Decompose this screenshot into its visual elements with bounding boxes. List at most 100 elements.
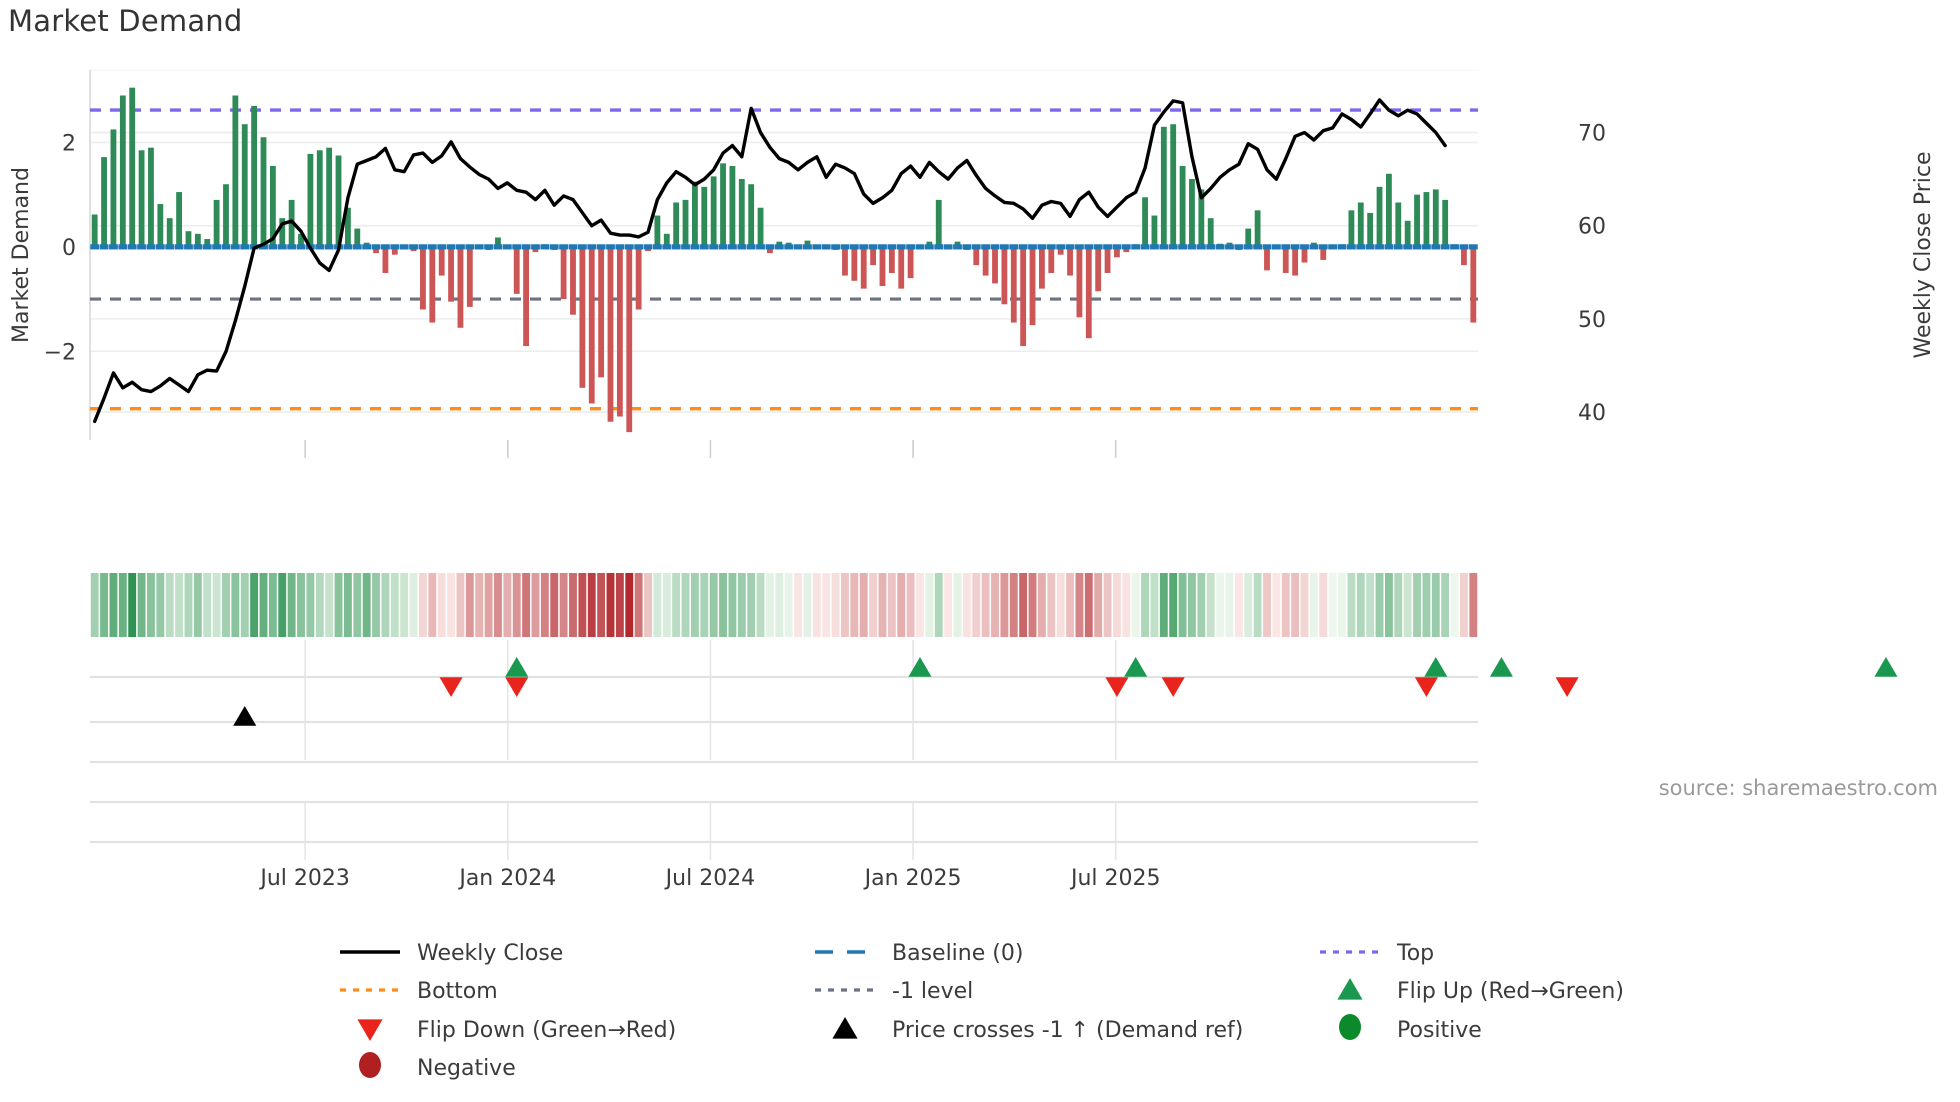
demand-bar (495, 237, 501, 247)
heatmap-cell (203, 573, 212, 637)
heatmap-cell (569, 573, 577, 637)
heatmap-cell (231, 573, 240, 637)
legend-label: Top (1396, 941, 1434, 966)
demand-bar (654, 215, 661, 247)
demand-bar (1142, 197, 1148, 247)
heatmap-cell (1103, 573, 1112, 637)
left-axis-tick: −2 (44, 340, 76, 365)
heatmap-cell (100, 573, 109, 637)
heatmap-cell (906, 573, 915, 637)
demand-bar (598, 246, 605, 378)
heatmap-cell (1459, 573, 1468, 637)
heatmap-cell (475, 573, 484, 637)
legend-item: Weekly Close (340, 941, 563, 966)
heatmap-cell (944, 573, 953, 637)
heatmap-cell (672, 573, 681, 637)
heatmap-cell (1131, 573, 1140, 637)
legend-item: Negative (359, 1052, 516, 1081)
demand-bar (767, 246, 773, 254)
heatmap-cell (109, 573, 118, 637)
demand-bar (223, 184, 229, 247)
heatmap-cell (812, 573, 821, 637)
demand-bar (804, 240, 811, 247)
heatmap-cell (550, 573, 559, 637)
heatmap-cell (972, 573, 981, 637)
x-axis-tick: Jan 2025 (863, 866, 962, 891)
legend-item: Flip Down (Green→Red) (357, 1018, 676, 1043)
demand-bar (382, 246, 389, 273)
demand-bar (523, 246, 530, 347)
heatmap-cell (372, 573, 380, 637)
heatmap-cell (1009, 573, 1018, 637)
heatmap-cell (841, 573, 849, 637)
heatmap-cell (934, 573, 943, 637)
heatmap-cell (250, 573, 259, 637)
heatmap-cell (447, 573, 456, 637)
heatmap-cell (728, 573, 737, 637)
heatmap-cell (1403, 573, 1412, 637)
heatmap-cell (503, 573, 512, 637)
heatmap-cell (334, 573, 343, 637)
heatmap-cell (1422, 573, 1431, 637)
demand-bar (570, 246, 576, 315)
demand-bar (907, 246, 914, 279)
heatmap-cell (1347, 573, 1356, 637)
heatmap-cell (456, 573, 465, 637)
demand-bar (391, 246, 398, 255)
flip-up-marker (1489, 657, 1513, 677)
heatmap-cell (719, 573, 727, 637)
heatmap-cell (859, 573, 868, 637)
demand-bar (691, 181, 698, 247)
legend-label: Flip Up (Red→Green) (1397, 979, 1624, 1004)
price-cross-marker (233, 706, 257, 726)
heatmap-cell (381, 573, 390, 637)
demand-bar (1038, 246, 1045, 289)
flip-up-marker (1874, 657, 1898, 677)
heatmap-cell (1394, 573, 1403, 637)
legend-swatch (1339, 1014, 1361, 1040)
demand-bar (1160, 126, 1167, 247)
heatmap-cell (1150, 573, 1159, 637)
heatmap-cell (559, 573, 568, 637)
demand-bar (260, 137, 267, 247)
heatmap-cell (916, 573, 924, 637)
demand-bar (1207, 218, 1214, 247)
demand-bar (194, 233, 201, 247)
demand-bar (420, 246, 426, 310)
demand-bar (1442, 199, 1449, 247)
demand-bar (898, 246, 905, 289)
demand-bar (663, 233, 670, 247)
heatmap-cell (634, 573, 643, 637)
heatmap-cell (1216, 573, 1225, 637)
heatmap-cell (1431, 573, 1440, 637)
demand-bar (626, 246, 633, 433)
heatmap-cell (1263, 573, 1271, 637)
heatmap-cell (1019, 573, 1028, 637)
flip-up-marker (505, 657, 529, 677)
heatmap-cell (962, 573, 971, 637)
demand-bar (860, 246, 867, 289)
left-axis-tick: 0 (62, 236, 76, 261)
heatmap-cell (1413, 573, 1421, 637)
demand-bar (851, 246, 858, 281)
legend-item: Flip Up (Red→Green) (1337, 978, 1624, 1004)
flip-down-marker (1105, 677, 1129, 697)
legend-swatch (1337, 978, 1363, 1000)
heatmap-cell (353, 573, 362, 637)
demand-bar (1404, 220, 1411, 247)
demand-bar (1461, 246, 1467, 266)
demand-bar (1048, 246, 1055, 273)
demand-bar (1076, 246, 1083, 318)
demand-bar (204, 239, 211, 247)
demand-bar (776, 241, 783, 247)
heatmap-cell (1309, 573, 1318, 637)
demand-bar (344, 207, 351, 247)
demand-bar (1395, 202, 1402, 247)
demand-bar (1423, 192, 1430, 247)
heatmap-cell (90, 573, 99, 637)
heatmap-cell (1225, 573, 1234, 637)
heatmap-cell (794, 573, 803, 637)
heatmap-cell (653, 573, 662, 637)
demand-bar (1282, 246, 1289, 273)
